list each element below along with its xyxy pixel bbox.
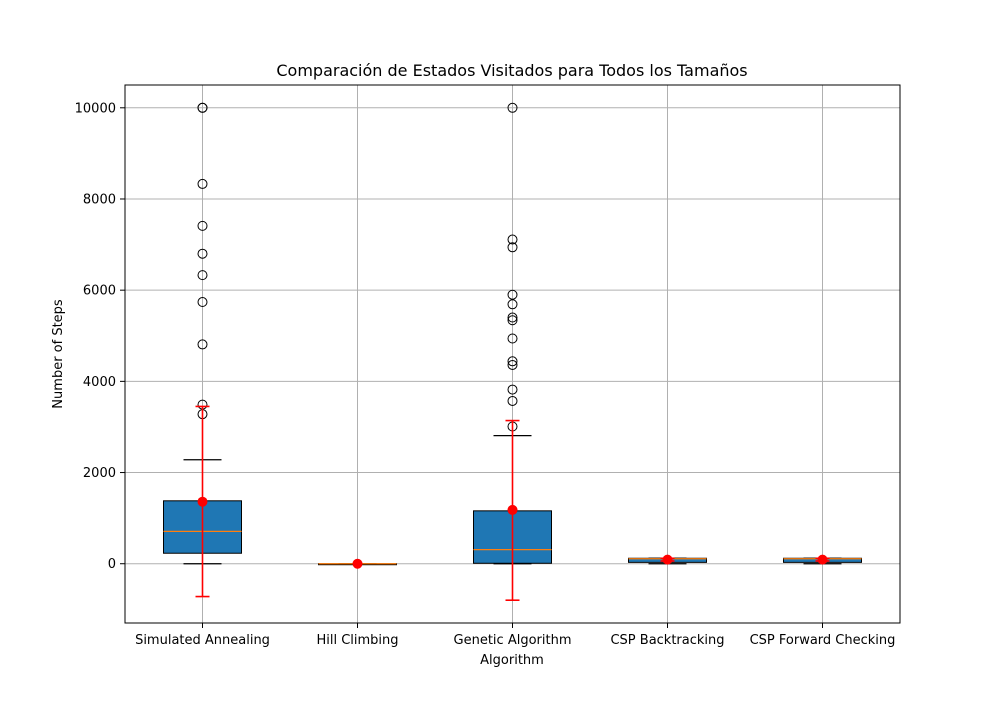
outlier-point: [197, 270, 208, 281]
outlier-point: [507, 289, 518, 300]
outlier-point: [507, 359, 518, 370]
outlier-point: [197, 220, 208, 231]
outlier-point: [197, 339, 208, 350]
y-tick-label: 10000: [75, 101, 116, 116]
outlier-point: [507, 395, 518, 406]
outlier-point: [507, 102, 518, 113]
y-tick-label: 4000: [83, 375, 116, 390]
box-group-csp-forward-checking: [783, 554, 862, 565]
box-group-genetic-algorithm: [473, 102, 552, 602]
mean-point: [662, 554, 673, 565]
grid-layer: [125, 85, 900, 623]
chart-title: Comparación de Estados Visitados para To…: [276, 61, 747, 80]
axis-layer: 0 2000 4000 6000 8000 10000 Simulated Annealin…: [75, 101, 896, 648]
outlier-point: [507, 299, 518, 310]
x-axis-label: Algorithm: [480, 653, 544, 668]
y-tick-label: 6000: [83, 284, 116, 299]
outlier-point: [507, 315, 518, 326]
outlier-point: [507, 312, 518, 323]
y-tick-label: 8000: [83, 192, 116, 207]
outlier-point: [197, 102, 208, 113]
y-axis-label: Number of Steps: [51, 299, 66, 409]
outlier-point: [507, 384, 518, 395]
outlier-point: [507, 356, 518, 367]
mean-point: [352, 558, 363, 569]
box-group-csp-backtracking: [628, 554, 707, 565]
x-tick-label: CSP Forward Checking: [750, 633, 896, 648]
box-group-simulated-annealing: [163, 102, 242, 598]
mean-point: [507, 504, 518, 515]
x-tick-label: Simulated Annealing: [135, 633, 270, 648]
outlier-point: [197, 248, 208, 259]
x-tick-label: Genetic Algorithm: [454, 633, 572, 648]
mean-point: [197, 496, 208, 507]
box-group-hill-climbing: [318, 558, 397, 569]
outlier-point: [197, 178, 208, 189]
outlier-point: [197, 297, 208, 308]
y-tick-label: 2000: [83, 466, 116, 481]
x-tick-label: CSP Backtracking: [610, 633, 724, 648]
y-tick-label: 0: [108, 557, 116, 572]
x-tick-label: Hill Climbing: [316, 633, 398, 648]
outlier-point: [507, 242, 518, 253]
outlier-point: [507, 234, 518, 245]
marks-layer: [163, 102, 862, 602]
outlier-point: [507, 333, 518, 344]
mean-point: [817, 554, 828, 565]
